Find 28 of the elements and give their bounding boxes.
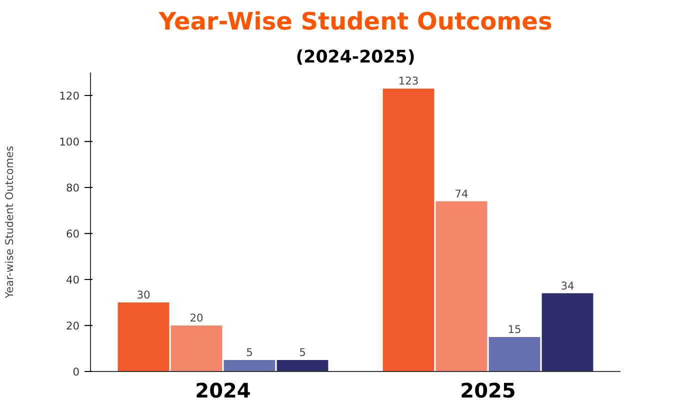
bar — [382, 88, 434, 372]
data-label: 30 — [136, 288, 150, 302]
x-tick-label: 2025 — [460, 378, 516, 400]
bar — [276, 360, 328, 372]
data-label: 123 — [398, 74, 419, 88]
bar — [118, 302, 170, 372]
bar — [488, 337, 540, 372]
y-tick-label: 40 — [66, 274, 80, 286]
y-tick-label: 60 — [66, 228, 80, 240]
y-tick-label: 100 — [59, 136, 80, 148]
bar — [170, 326, 222, 372]
y-tick-label: 80 — [66, 182, 80, 194]
chart-title: Year-Wise Student Outcomes — [158, 8, 552, 36]
data-label: 74 — [454, 187, 468, 200]
bar — [436, 201, 488, 372]
y-axis-title: Year-wise Student Outcomes — [3, 145, 16, 300]
chart-subtitle: (2024-2025) — [296, 48, 416, 68]
data-label: 5 — [299, 346, 306, 359]
y-tick-label: 0 — [72, 366, 80, 378]
data-label: 20 — [190, 312, 204, 324]
data-label: 5 — [246, 346, 253, 359]
data-label: 34 — [560, 279, 574, 292]
data-label: 15 — [508, 323, 522, 336]
bar — [224, 360, 276, 372]
x-tick-label: 2024 — [195, 378, 251, 400]
y-tick-label: 120 — [59, 90, 80, 102]
bar — [542, 293, 594, 372]
y-tick-label: 20 — [66, 320, 80, 332]
